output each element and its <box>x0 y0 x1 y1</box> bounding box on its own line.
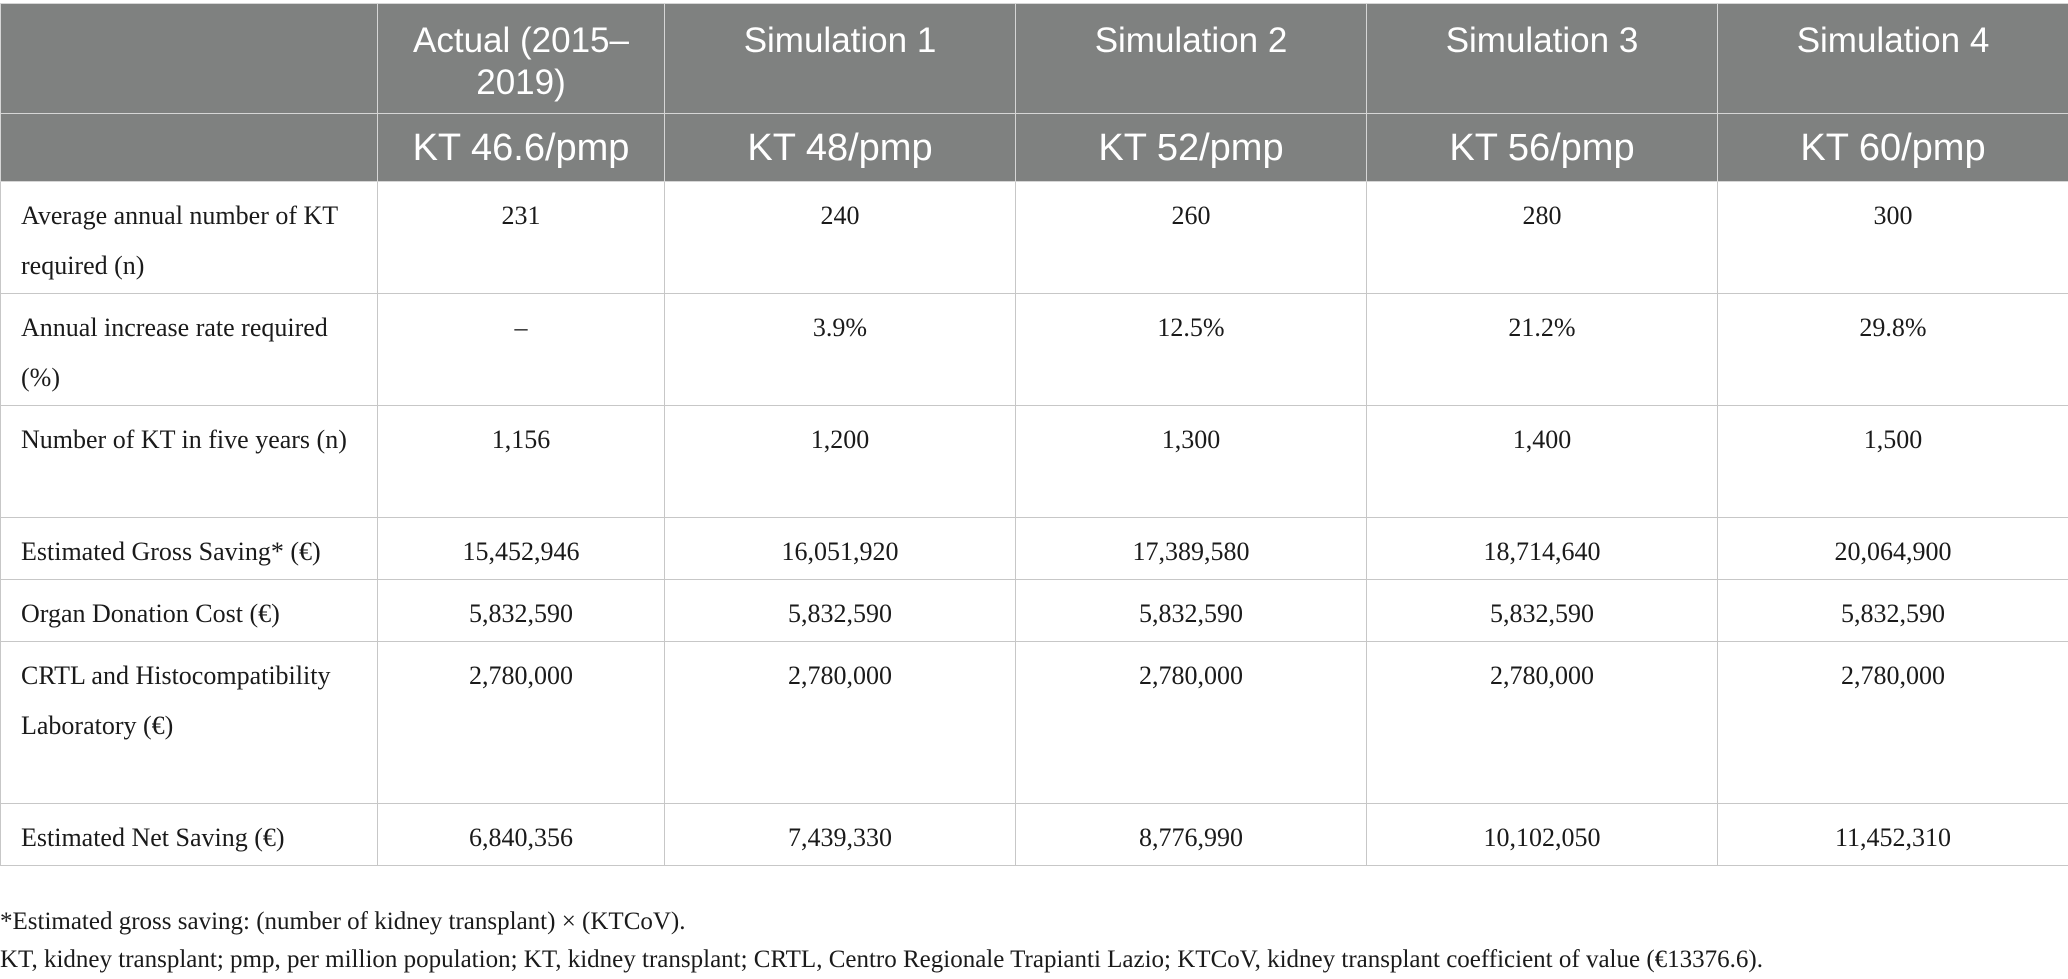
row-label: Estimated Gross Saving* (€) <box>1 518 378 580</box>
table-cell: 10,102,050 <box>1367 804 1718 866</box>
table-cell: 300 <box>1718 182 2068 294</box>
table-cell: 8,776,990 <box>1016 804 1367 866</box>
header-cell-rate-sim-3: KT 56/pmp <box>1367 114 1718 182</box>
table-row: CRTL and Histocompatibility Laboratory (… <box>1 642 2068 804</box>
table-cell: 17,389,580 <box>1016 518 1367 580</box>
table-row: Number of KT in five years (n) 1,156 1,2… <box>1 406 2068 518</box>
header-row-scenario: Actual (2015–2019) Simulation 1 Simulati… <box>1 4 2068 114</box>
header-cell-rate-sim-1: KT 48/pmp <box>665 114 1016 182</box>
footnote-gross-saving: *Estimated gross saving: (number of kidn… <box>0 903 2068 941</box>
table-row: Average annual number of KT required (n)… <box>1 182 2068 294</box>
row-label: Annual increase rate required (%) <box>1 294 378 406</box>
header-cell-simulation-3: Simulation 3 <box>1367 4 1718 114</box>
table-cell: 2,780,000 <box>665 642 1016 804</box>
header-cell-simulation-2: Simulation 2 <box>1016 4 1367 114</box>
table-row: Annual increase rate required (%) – 3.9%… <box>1 294 2068 406</box>
header-cell-rate-sim-2: KT 52/pmp <box>1016 114 1367 182</box>
row-label: Estimated Net Saving (€) <box>1 804 378 866</box>
table-cell: 231 <box>378 182 665 294</box>
simulation-table: Actual (2015–2019) Simulation 1 Simulati… <box>0 3 2068 866</box>
table-cell: 1,400 <box>1367 406 1718 518</box>
table-cell: 1,500 <box>1718 406 2068 518</box>
header-cell-empty <box>1 4 378 114</box>
table-cell: 15,452,946 <box>378 518 665 580</box>
table-footnotes: *Estimated gross saving: (number of kidn… <box>0 903 2068 979</box>
table-row: Organ Donation Cost (€) 5,832,590 5,832,… <box>1 580 2068 642</box>
table-cell: 280 <box>1367 182 1718 294</box>
table-cell: 1,200 <box>665 406 1016 518</box>
table-cell: 1,300 <box>1016 406 1367 518</box>
footnote-abbreviations: KT, kidney transplant; pmp, per million … <box>0 941 2068 979</box>
row-label: Organ Donation Cost (€) <box>1 580 378 642</box>
header-cell-rate-sim-4: KT 60/pmp <box>1718 114 2068 182</box>
table-cell: 6,840,356 <box>378 804 665 866</box>
table-header: Actual (2015–2019) Simulation 1 Simulati… <box>1 4 2068 182</box>
table-cell: 5,832,590 <box>665 580 1016 642</box>
header-cell-actual: Actual (2015–2019) <box>378 4 665 114</box>
header-cell-simulation-4: Simulation 4 <box>1718 4 2068 114</box>
table-cell: 7,439,330 <box>665 804 1016 866</box>
table-cell: 5,832,590 <box>378 580 665 642</box>
table-row: Estimated Gross Saving* (€) 15,452,946 1… <box>1 518 2068 580</box>
row-label: Number of KT in five years (n) <box>1 406 378 518</box>
table-cell: 5,832,590 <box>1367 580 1718 642</box>
table-cell: 20,064,900 <box>1718 518 2068 580</box>
table-cell: 18,714,640 <box>1367 518 1718 580</box>
table-cell: 12.5% <box>1016 294 1367 406</box>
header-cell-simulation-1: Simulation 1 <box>665 4 1016 114</box>
table-cell: 29.8% <box>1718 294 2068 406</box>
table-row: Estimated Net Saving (€) 6,840,356 7,439… <box>1 804 2068 866</box>
table-cell: 16,051,920 <box>665 518 1016 580</box>
table-cell: 2,780,000 <box>1016 642 1367 804</box>
table-body: Average annual number of KT required (n)… <box>1 182 2068 866</box>
table-cell: 1,156 <box>378 406 665 518</box>
table-cell: 3.9% <box>665 294 1016 406</box>
table-cell: 5,832,590 <box>1016 580 1367 642</box>
table-cell: 2,780,000 <box>378 642 665 804</box>
table-cell: 260 <box>1016 182 1367 294</box>
table-cell: 11,452,310 <box>1718 804 2068 866</box>
table-cell: 5,832,590 <box>1718 580 2068 642</box>
row-label: Average annual number of KT required (n) <box>1 182 378 294</box>
header-row-rate: KT 46.6/pmp KT 48/pmp KT 52/pmp KT 56/pm… <box>1 114 2068 182</box>
table-cell: 240 <box>665 182 1016 294</box>
header-cell-rate-actual: KT 46.6/pmp <box>378 114 665 182</box>
table-cell: 21.2% <box>1367 294 1718 406</box>
row-label: CRTL and Histocompatibility Laboratory (… <box>1 642 378 804</box>
table-cell: – <box>378 294 665 406</box>
table-cell: 2,780,000 <box>1367 642 1718 804</box>
table-cell: 2,780,000 <box>1718 642 2068 804</box>
header-cell-empty <box>1 114 378 182</box>
